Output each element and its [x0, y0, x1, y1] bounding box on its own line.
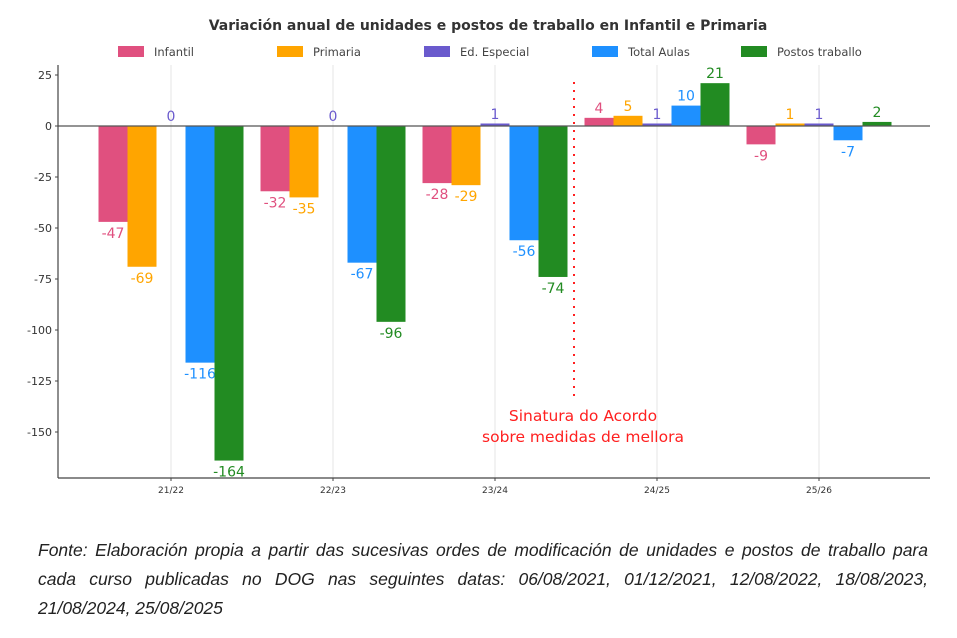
legend-swatch-1 [277, 46, 303, 57]
x-tick-label: 23/24 [482, 486, 508, 496]
annotation-text: sobre medidas de mellora [482, 428, 684, 446]
data-label: -29 [455, 189, 478, 205]
grid [170, 65, 820, 478]
legend: Infantil Primaria Ed. Especial Total Aulas P… [118, 45, 862, 59]
bar-infantil-24/25 [584, 117, 614, 126]
data-label: 2 [873, 105, 882, 121]
bar-infantil-21/22 [98, 126, 128, 222]
y-tick-label: -75 [34, 273, 52, 286]
legend-swatch-0 [118, 46, 144, 57]
y-tick-label: 0 [45, 120, 52, 133]
bar-primaria-24/25 [613, 115, 643, 126]
y-tick-label: -150 [27, 426, 52, 439]
bar-ed-especial-24/25 [642, 123, 672, 126]
legend-label: Total Aulas [627, 45, 690, 59]
data-label: 21 [706, 66, 724, 82]
data-label: 1 [653, 107, 662, 123]
data-label: 0 [329, 109, 338, 125]
data-label: -164 [213, 465, 245, 481]
bar-postos-traballo-25/26 [862, 121, 892, 126]
y-tick-label: -125 [27, 375, 52, 388]
data-label: 4 [595, 101, 604, 117]
data-label: -32 [264, 195, 287, 211]
legend-swatch-4 [741, 46, 767, 57]
chart-title: Variación anual de unidades e postos de … [209, 18, 768, 34]
x-tick-label: 25/26 [806, 486, 832, 496]
x-tick-label: 24/25 [644, 486, 670, 496]
bar-postos-traballo-23/24 [538, 126, 568, 277]
legend-swatch-2 [424, 46, 450, 57]
bar-ed-especial-23/24 [480, 123, 510, 126]
bar-chart: Variación anual de unidades e postos de … [27, 18, 930, 496]
legend-label: Postos traballo [777, 45, 862, 59]
legend-label: Infantil [154, 45, 194, 59]
bar-total-aulas-22/23 [347, 126, 377, 263]
bar-primaria-21/22 [127, 126, 157, 267]
y-tick-label: -50 [34, 222, 52, 235]
data-label: 0 [167, 109, 176, 125]
bar-total-aulas-23/24 [509, 126, 539, 241]
data-label: 10 [677, 89, 695, 105]
data-label: -9 [754, 148, 768, 164]
data-label: -47 [102, 226, 125, 242]
bar-total-aulas-24/25 [671, 105, 701, 126]
y-tick-label: -100 [27, 324, 52, 337]
annotation-text: Sinatura do Acordo [509, 407, 657, 425]
data-label: 1 [491, 107, 500, 123]
bar-ed-especial-25/26 [804, 123, 834, 126]
y-tick-label: -25 [34, 171, 52, 184]
data-label: -96 [380, 326, 403, 342]
data-label: -7 [841, 144, 855, 160]
x-tick-label: 21/22 [158, 486, 184, 496]
bars: -47 -69 0 -116 -164 -32 -35 0 -67 -96 -28 -29 1 -56 -7… [98, 66, 892, 481]
bar-infantil-22/23 [260, 126, 290, 192]
source-caption: Fonte: Elaboración propia a partir das s… [38, 540, 928, 618]
y-tick-label: 25 [38, 69, 52, 82]
bar-primaria-23/24 [451, 126, 481, 186]
bar-postos-traballo-22/23 [376, 126, 406, 322]
annotation: Sinatura do Acordo sobre medidas de mello… [482, 82, 684, 446]
data-label: -69 [131, 271, 154, 287]
bar-postos-traballo-24/25 [700, 83, 730, 126]
bar-primaria-25/26 [775, 123, 805, 126]
legend-label: Primaria [313, 45, 361, 59]
bar-infantil-25/26 [746, 126, 776, 145]
legend-label: Ed. Especial [460, 45, 529, 59]
bar-primaria-22/23 [289, 126, 319, 198]
bar-postos-traballo-21/22 [214, 126, 244, 461]
legend-swatch-3 [592, 46, 618, 57]
x-tick-label: 22/23 [320, 486, 346, 496]
data-label: 1 [786, 107, 795, 123]
bar-total-aulas-21/22 [185, 126, 215, 363]
data-label: 5 [624, 99, 633, 115]
data-label: -35 [293, 201, 316, 217]
data-label: -28 [426, 187, 449, 203]
data-label: -74 [542, 281, 565, 297]
data-label: -116 [184, 367, 216, 383]
data-label: -67 [351, 267, 374, 283]
data-label: 1 [815, 107, 824, 123]
data-label: -56 [513, 244, 536, 260]
bar-infantil-23/24 [422, 126, 452, 184]
bar-total-aulas-25/26 [833, 126, 863, 141]
